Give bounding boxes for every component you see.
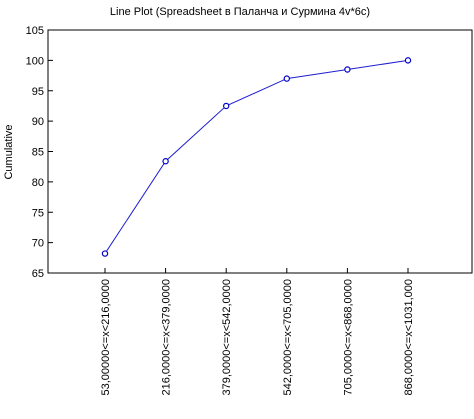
data-point	[222, 102, 230, 110]
data-point	[344, 66, 351, 73]
data-point	[162, 158, 169, 165]
x-tick-label: 542,0000<=x<705,0000	[282, 279, 294, 396]
y-tick-label: 95	[32, 86, 44, 98]
x-tick-label: 379,0000<=x<542,0000	[221, 279, 233, 396]
series-line	[104, 59, 409, 254]
y-tick-label: 80	[32, 177, 44, 189]
y-tick-label: 75	[32, 207, 44, 219]
y-axis: 65 70 75 80 85 90 95 100 105	[26, 25, 53, 280]
y-axis-label: Cumulative	[3, 124, 15, 179]
data-point	[101, 250, 109, 257]
chart-title: Line Plot (Spreadsheet в Паланча и Сурми…	[110, 6, 370, 18]
y-tick-label: 105	[26, 25, 44, 37]
data-point	[283, 75, 290, 82]
data-point	[404, 57, 412, 64]
x-tick-label: 216,0000<=x<379,0000	[161, 279, 173, 396]
plot-area-frame	[47, 29, 473, 274]
y-tick-label: 100	[26, 55, 44, 67]
y-tick-label: 90	[32, 116, 44, 128]
x-axis: 53,00000<=x<216,0000 216,0000<=x<379,0000…	[100, 268, 415, 396]
x-tick-label: 705,0000<=x<868,0000	[342, 279, 354, 396]
x-tick-label: 53,00000<=x<216,0000	[100, 279, 112, 396]
y-tick-label: 85	[32, 147, 44, 159]
y-tick-label: 70	[32, 238, 44, 250]
x-tick-label: 868,0000<=x<1031,000	[403, 279, 415, 396]
y-tick-label: 65	[32, 268, 44, 280]
series-layer	[101, 57, 412, 257]
